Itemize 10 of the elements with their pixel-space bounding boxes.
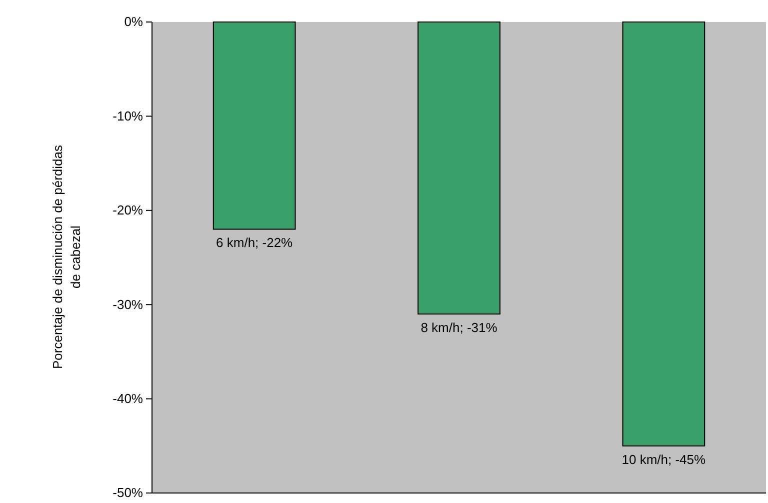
data-label: 8 km/h; -31% <box>420 320 498 336</box>
y-tick-label: -20% <box>112 202 144 218</box>
data-label: 6 km/h; -22% <box>216 235 294 250</box>
y-tick-label: -40% <box>112 390 144 406</box>
y-axis-title: Porcentaje de disminución de pérdidas de cabezal <box>50 144 83 370</box>
y-tick-label: -10% <box>112 108 144 124</box>
data-label: 10 km/h; -45% <box>622 452 706 467</box>
y-tick-label: -30% <box>112 296 144 312</box>
y-tick-label: -50% <box>112 485 144 500</box>
y-tick-label: 0% <box>124 14 144 30</box>
